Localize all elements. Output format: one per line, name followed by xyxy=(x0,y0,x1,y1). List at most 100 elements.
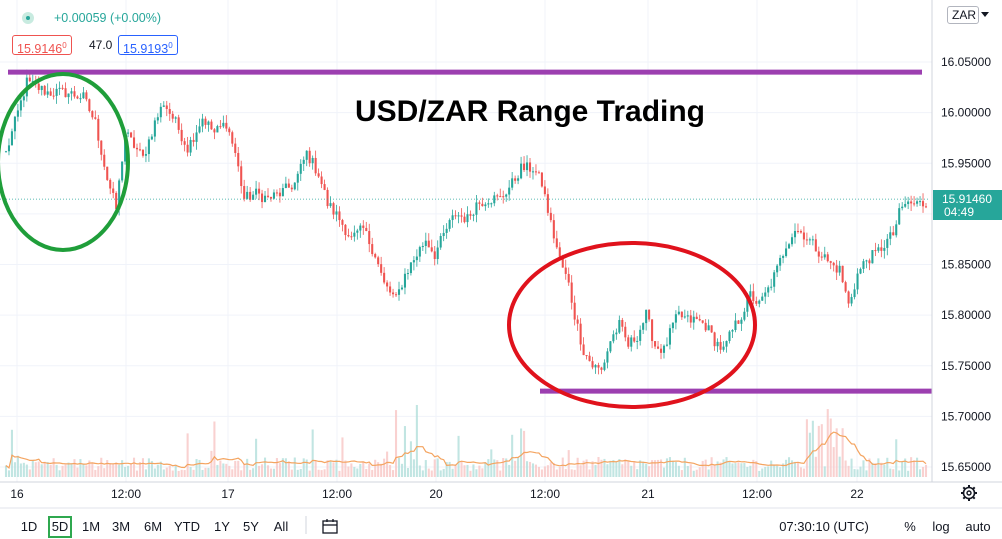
range-button-1m[interactable]: 1M xyxy=(81,519,101,534)
candle-body xyxy=(722,346,725,350)
candle-body xyxy=(320,176,323,185)
candle-body xyxy=(755,301,758,304)
volume-bar xyxy=(883,464,886,477)
candle-body xyxy=(159,106,162,118)
candle-body xyxy=(865,260,868,262)
candles xyxy=(4,69,928,375)
volume-bar xyxy=(502,458,505,477)
volume-bar xyxy=(820,424,823,477)
candle-body xyxy=(475,202,478,215)
volume-bar xyxy=(555,469,558,477)
volume-bar xyxy=(40,464,43,477)
y-tick-label: 15.75000 xyxy=(941,359,991,373)
volume-bar xyxy=(293,457,296,477)
candle-body xyxy=(49,91,52,96)
calendar-range-icon[interactable] xyxy=(322,519,338,534)
range-button-6m[interactable]: 6M xyxy=(143,519,163,534)
volume-bar xyxy=(573,469,576,477)
volume-bar xyxy=(85,465,88,477)
volume-bar xyxy=(517,457,520,477)
volume-bar xyxy=(281,458,284,477)
candle-body xyxy=(716,341,719,347)
volume-bar xyxy=(138,462,142,477)
candle-body xyxy=(150,136,153,140)
candle-body xyxy=(204,118,207,125)
candle-body xyxy=(91,111,94,118)
candle-body xyxy=(886,238,889,248)
volume-bar xyxy=(261,464,264,477)
settings-gear-icon[interactable] xyxy=(961,485,977,501)
volume-bar xyxy=(243,464,246,477)
volume-bar xyxy=(302,458,305,477)
candle-body xyxy=(228,128,231,133)
log-toggle[interactable]: log xyxy=(932,519,950,534)
currency-dropdown-icon[interactable] xyxy=(981,12,989,17)
auto-toggle[interactable]: auto xyxy=(965,519,991,534)
candle-body xyxy=(799,231,802,233)
volume-bar xyxy=(415,404,418,477)
volume-bar xyxy=(97,466,100,477)
volume-bar xyxy=(657,459,660,477)
bid-price-box[interactable]: 15.91460 xyxy=(12,35,72,56)
candle-body xyxy=(788,244,791,249)
volume-bar xyxy=(600,459,603,477)
ask-price-box[interactable]: 15.91930 xyxy=(118,35,178,56)
range-button-5d[interactable]: 5D xyxy=(48,516,72,538)
range-button-1y[interactable]: 1Y xyxy=(214,519,230,534)
volume-bar xyxy=(55,464,58,477)
range-button-all[interactable]: All xyxy=(273,519,289,534)
percent-toggle[interactable]: % xyxy=(904,519,916,534)
volume-bar xyxy=(546,465,549,477)
candle-body xyxy=(710,325,713,333)
volume-bar xyxy=(109,463,112,477)
volume-bar xyxy=(618,459,621,477)
volume-bar xyxy=(472,464,475,477)
candle-body xyxy=(719,341,722,350)
range-button-1d[interactable]: 1D xyxy=(20,519,38,534)
candle-body xyxy=(793,230,797,238)
x-axis-labels: 16 12:00 17 12:00 20 12:00 21 12:00 22 xyxy=(10,487,864,501)
candle-body xyxy=(823,254,826,258)
candle-body xyxy=(19,100,22,111)
range-button-5y[interactable]: 5Y xyxy=(243,519,259,534)
volume-bar xyxy=(576,457,579,477)
candle-body xyxy=(737,320,740,324)
volume-bar xyxy=(707,469,710,477)
volume-bar xyxy=(329,461,332,477)
volume-bar xyxy=(785,459,788,477)
currency-button[interactable]: ZAR xyxy=(947,6,979,24)
candle-body xyxy=(814,239,817,252)
range-button-ytd[interactable]: YTD xyxy=(174,519,200,534)
candle-body xyxy=(409,262,412,274)
volume-bar xyxy=(904,458,907,477)
volume-bar xyxy=(648,466,651,477)
candle-body xyxy=(624,326,627,338)
candle-body xyxy=(561,256,564,268)
volume-bar xyxy=(591,461,594,477)
candle-body xyxy=(910,201,913,204)
candle-body xyxy=(671,322,674,329)
volume-bar xyxy=(275,458,278,477)
volume-bar xyxy=(621,464,624,477)
volume-bar xyxy=(493,459,496,477)
volume-bar xyxy=(612,460,615,477)
volume-bar xyxy=(758,470,761,477)
volume-bar xyxy=(58,470,61,477)
candle-body xyxy=(534,171,538,173)
timezone-label[interactable]: 07:30:10 (UTC) xyxy=(779,519,869,534)
candle-body xyxy=(317,173,320,177)
candle-body xyxy=(773,272,776,287)
volume-bar xyxy=(266,465,270,477)
candle-body xyxy=(496,195,499,197)
candle-body xyxy=(156,117,159,121)
candle-body xyxy=(543,186,546,195)
volume-bar xyxy=(177,470,180,477)
volume-bar xyxy=(743,463,746,477)
candle-body xyxy=(665,344,669,346)
candle-body xyxy=(109,179,112,189)
candle-body xyxy=(621,319,624,327)
range-button-3m[interactable]: 3M xyxy=(111,519,131,534)
candle-body xyxy=(615,332,618,335)
candle-body xyxy=(657,346,660,349)
